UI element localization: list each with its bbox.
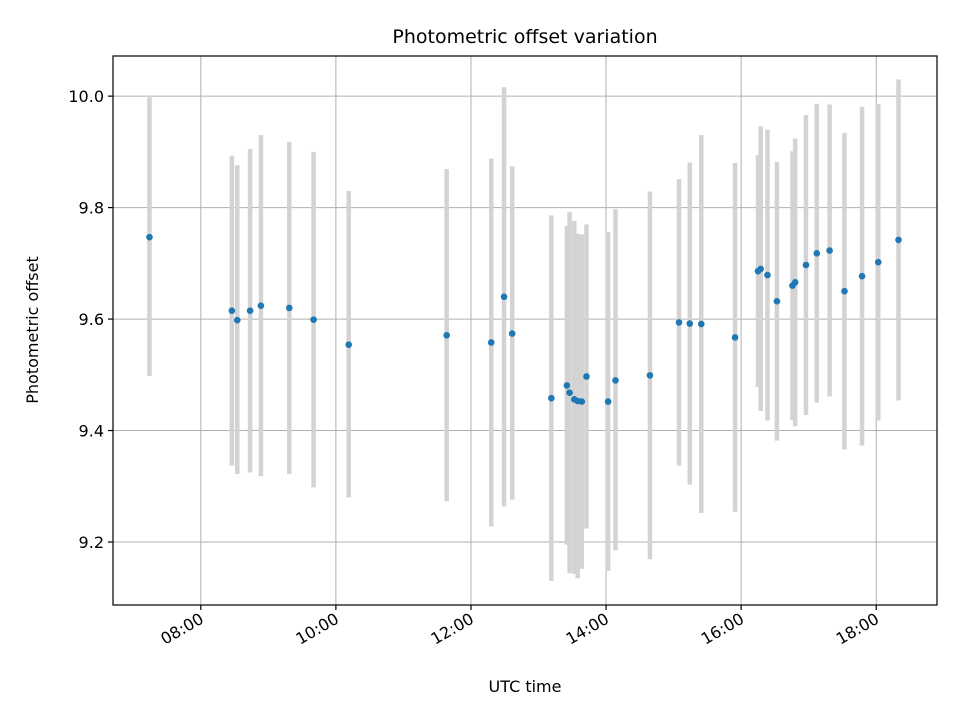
- y-tick-label: 10.0: [68, 87, 104, 106]
- data-point: [345, 341, 353, 349]
- plot-area-frame: [112, 55, 938, 606]
- data-point: [757, 265, 765, 273]
- data-point: [604, 398, 612, 405]
- data-point: [791, 278, 799, 286]
- data-point: [578, 398, 586, 405]
- data-point: [826, 247, 833, 254]
- data-point: [500, 293, 508, 301]
- data-point: [675, 319, 683, 326]
- chart-title: Photometric offset variation: [392, 26, 657, 48]
- data-point: [646, 372, 654, 379]
- data-point: [146, 233, 153, 241]
- data-point: [773, 297, 781, 305]
- y-axis-label: Photometric offset: [23, 256, 42, 404]
- data-point: [813, 250, 821, 257]
- data-point: [563, 382, 571, 389]
- data-point: [858, 272, 866, 280]
- data-point: [802, 261, 810, 269]
- data-point: [228, 307, 236, 315]
- y-axis-ticks: 9.2 9.4 9.6 9.8 10.0: [68, 87, 113, 552]
- x-axis-label: UTC time: [489, 677, 562, 696]
- data-point: [487, 339, 495, 346]
- y-tick-label: 9.2: [79, 533, 104, 552]
- data-point: [257, 302, 265, 309]
- data-points: [146, 233, 902, 405]
- data-point: [612, 377, 619, 384]
- y-tick-label: 9.6: [79, 310, 104, 329]
- y-tick-label: 9.4: [79, 422, 104, 441]
- data-point: [731, 334, 739, 341]
- data-point: [874, 258, 882, 266]
- data-point: [246, 307, 254, 315]
- data-point: [233, 316, 241, 324]
- data-point: [697, 320, 705, 328]
- data-point: [285, 304, 293, 312]
- data-point: [508, 330, 516, 337]
- data-point: [895, 236, 902, 244]
- data-point: [583, 373, 590, 380]
- data-point: [443, 331, 450, 339]
- y-tick-label: 9.8: [79, 199, 104, 218]
- data-point: [310, 316, 317, 323]
- data-point: [841, 287, 848, 295]
- data-point: [764, 271, 771, 279]
- data-point: [566, 389, 573, 396]
- data-point: [548, 394, 555, 402]
- data-point: [686, 320, 694, 327]
